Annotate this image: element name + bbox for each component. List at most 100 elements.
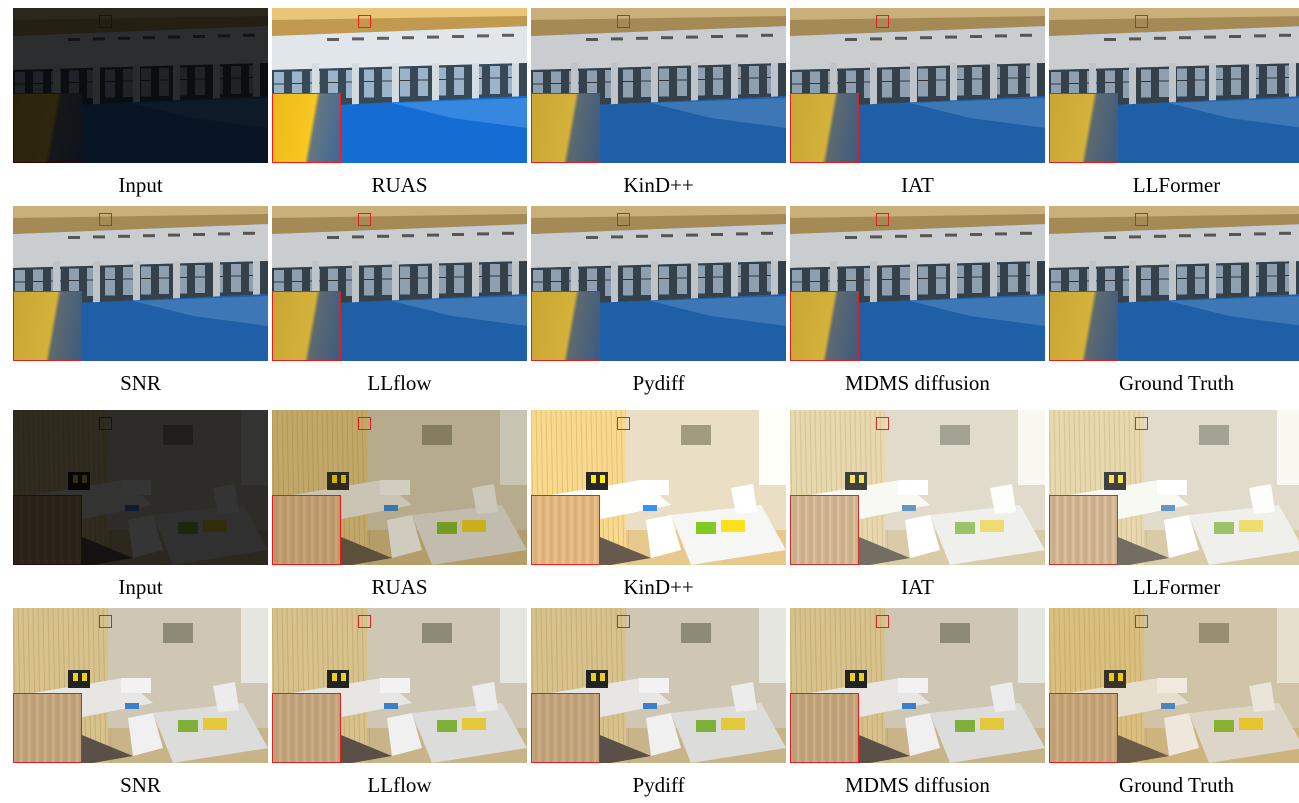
result-panel: MDMS diffusion <box>790 608 1045 799</box>
zoom-region-marker <box>1135 417 1148 430</box>
method-caption: Input <box>118 173 163 197</box>
result-panel: LLflow <box>272 608 527 799</box>
result-panel: Ground Truth <box>1049 206 1299 397</box>
zoom-region-marker <box>99 417 112 430</box>
result-panel: LLFormer <box>1049 8 1299 199</box>
result-image <box>1049 410 1299 565</box>
result-image <box>13 206 268 361</box>
zoom-region-marker <box>1135 213 1148 226</box>
result-image <box>13 608 268 763</box>
zoom-inset <box>13 93 82 163</box>
zoom-region-marker <box>876 15 889 28</box>
method-caption: SNR <box>120 371 161 395</box>
result-panel: LLFormer <box>1049 410 1299 601</box>
result-image <box>1049 8 1299 163</box>
result-panel: Input <box>13 8 268 199</box>
zoom-inset <box>272 93 341 163</box>
zoom-inset <box>790 693 859 763</box>
result-image <box>790 608 1045 763</box>
result-panel: IAT <box>790 410 1045 601</box>
zoom-region-marker <box>617 417 630 430</box>
zoom-region-marker <box>358 213 371 226</box>
zoom-inset <box>790 291 859 361</box>
zoom-inset <box>13 693 82 763</box>
zoom-region-marker <box>876 417 889 430</box>
zoom-region-marker <box>617 615 630 628</box>
result-image <box>531 608 786 763</box>
result-panel: IAT <box>790 8 1045 199</box>
method-caption: RUAS <box>371 575 428 599</box>
zoom-inset <box>531 93 600 163</box>
result-image <box>790 8 1045 163</box>
zoom-inset <box>272 291 341 361</box>
result-panel: Ground Truth <box>1049 608 1299 799</box>
result-image <box>272 8 527 163</box>
result-panel: KinD++ <box>531 410 786 601</box>
zoom-inset <box>13 495 82 565</box>
zoom-inset <box>531 495 600 565</box>
zoom-region-marker <box>358 417 371 430</box>
zoom-inset <box>272 693 341 763</box>
method-caption: RUAS <box>371 173 428 197</box>
zoom-inset <box>272 495 341 565</box>
method-caption: IAT <box>901 173 934 197</box>
result-panel: SNR <box>13 206 268 397</box>
zoom-region-marker <box>1135 615 1148 628</box>
zoom-inset <box>1049 495 1118 565</box>
zoom-inset <box>531 291 600 361</box>
method-caption: Input <box>118 575 163 599</box>
result-image <box>790 410 1045 565</box>
zoom-inset <box>531 693 600 763</box>
zoom-inset <box>790 93 859 163</box>
method-caption: Ground Truth <box>1119 371 1234 395</box>
method-caption: MDMS diffusion <box>845 371 990 395</box>
result-panel: Pydiff <box>531 206 786 397</box>
zoom-inset <box>13 291 82 361</box>
result-image <box>272 410 527 565</box>
result-image <box>790 206 1045 361</box>
method-caption: KinD++ <box>623 575 694 599</box>
zoom-region-marker <box>1135 15 1148 28</box>
method-caption: KinD++ <box>623 173 694 197</box>
result-image <box>531 206 786 361</box>
method-caption: IAT <box>901 575 934 599</box>
zoom-region-marker <box>876 213 889 226</box>
result-panel: Pydiff <box>531 608 786 799</box>
result-image <box>1049 608 1299 763</box>
zoom-region-marker <box>876 615 889 628</box>
zoom-region-marker <box>99 213 112 226</box>
zoom-region-marker <box>99 615 112 628</box>
result-panel: KinD++ <box>531 8 786 199</box>
result-image <box>531 8 786 163</box>
zoom-region-marker <box>99 15 112 28</box>
zoom-inset <box>1049 693 1118 763</box>
zoom-region-marker <box>617 15 630 28</box>
zoom-inset <box>1049 93 1118 163</box>
result-panel: SNR <box>13 608 268 799</box>
result-panel: MDMS diffusion <box>790 206 1045 397</box>
method-caption: Pydiff <box>632 371 685 395</box>
method-caption: Pydiff <box>632 773 685 797</box>
method-caption: MDMS diffusion <box>845 773 990 797</box>
method-caption: LLFormer <box>1132 173 1221 197</box>
result-image <box>531 410 786 565</box>
result-image <box>13 8 268 163</box>
zoom-region-marker <box>358 15 371 28</box>
result-panel: RUAS <box>272 410 527 601</box>
result-image <box>272 206 527 361</box>
method-caption: SNR <box>120 773 161 797</box>
result-panel: LLflow <box>272 206 527 397</box>
method-caption: LLflow <box>367 773 432 797</box>
zoom-inset <box>790 495 859 565</box>
result-image <box>13 410 268 565</box>
method-caption: Ground Truth <box>1119 773 1234 797</box>
result-panel: Input <box>13 410 268 601</box>
result-image <box>272 608 527 763</box>
result-panel: RUAS <box>272 8 527 199</box>
method-caption: LLFormer <box>1132 575 1221 599</box>
zoom-region-marker <box>617 213 630 226</box>
zoom-region-marker <box>358 615 371 628</box>
zoom-inset <box>1049 291 1118 361</box>
result-image <box>1049 206 1299 361</box>
